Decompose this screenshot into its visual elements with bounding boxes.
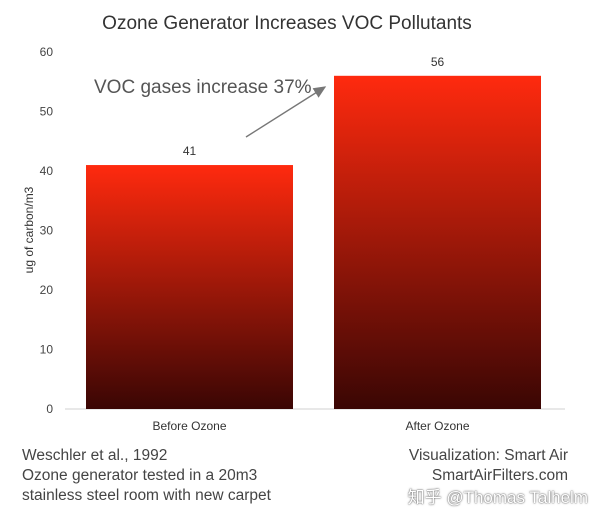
credit-line-1: Visualization: Smart Air <box>408 447 568 464</box>
bar <box>334 75 541 410</box>
credit-note: Visualization: Smart Air SmartAirFilters… <box>409 446 568 486</box>
credit-line-2: SmartAirFilters.com <box>431 467 568 484</box>
y-tick-label: 50 <box>40 105 54 119</box>
source-line-1: Weschler et al., 1992 <box>22 447 168 464</box>
y-tick-label: 20 <box>40 283 54 297</box>
source-line-2: Ozone generator tested in a 20m3 <box>22 467 258 484</box>
y-tick-label: 40 <box>40 164 54 178</box>
y-tick-label: 0 <box>46 402 53 416</box>
source-line-3: stainless steel room with new carpet <box>22 487 271 504</box>
chart-title: Ozone Generator Increases VOC Pollutants <box>102 13 472 34</box>
y-tick-label: 60 <box>40 45 54 59</box>
data-label: 41 <box>183 144 197 158</box>
data-label: 56 <box>431 55 445 69</box>
source-note: Weschler et al., 1992 Ozone generator te… <box>22 446 271 506</box>
y-axis-label: ug of carbon/m3 <box>22 186 36 273</box>
bars: 41 Before Ozone 56 After Ozone <box>86 55 541 433</box>
watermark: 知乎 @Thomas Talhelm <box>407 488 588 507</box>
x-category-label: After Ozone <box>405 419 469 433</box>
x-category-label: Before Ozone <box>152 419 226 433</box>
y-tick-label: 30 <box>40 224 54 238</box>
bar <box>86 165 293 409</box>
annotation-text: VOC gases increase 37% <box>94 77 312 98</box>
y-axis-ticks: 0 10 20 30 40 50 60 <box>40 45 54 416</box>
annotation-arrow <box>245 86 327 138</box>
y-tick-label: 10 <box>40 343 54 357</box>
